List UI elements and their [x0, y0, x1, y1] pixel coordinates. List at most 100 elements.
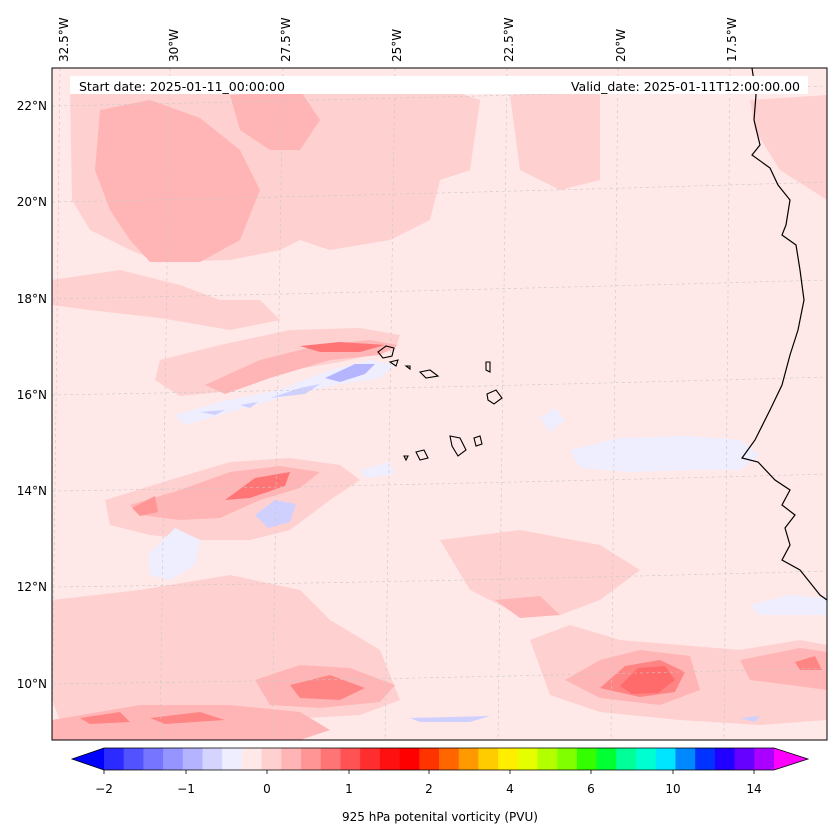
pv-contour-blue — [240, 402, 258, 408]
colorbar-bin — [714, 748, 736, 770]
pv-contour-blue — [325, 364, 375, 382]
colorbar-bin — [655, 748, 676, 770]
colorbar-bin — [222, 748, 243, 770]
latitude-label: 22°N — [17, 99, 47, 113]
pv-contour-light-pink — [750, 95, 827, 200]
colorbar-bin — [163, 748, 184, 770]
colorbar-bin — [360, 748, 381, 770]
colorbar-tick-label: 6 — [587, 782, 595, 796]
pv-contour-light-pink — [510, 90, 600, 190]
colorbar-bin — [241, 748, 263, 770]
colorbar-tick-label: −2 — [95, 782, 113, 796]
colorbar-title: 925 hPa potenital vorticity (PVU) — [342, 810, 538, 824]
colorbar-bin — [104, 748, 125, 770]
colorbar-bin — [202, 748, 223, 770]
colorbar-tick-label: −1 — [177, 782, 195, 796]
pv-contour-light-blue — [540, 408, 565, 432]
pv-contour-light-blue — [148, 528, 200, 580]
latitude-label: 20°N — [17, 195, 47, 209]
colorbar-bin — [458, 748, 479, 770]
colorbar-tick-label: 0 — [263, 782, 271, 796]
colorbar-ticks: −2 −1 0 1 2 4 6 10 14 — [95, 782, 761, 796]
pv-contour-light-pink — [440, 530, 640, 615]
colorbar-bin — [695, 748, 716, 770]
colorbar-bin — [557, 748, 578, 770]
colorbar-bin — [616, 748, 637, 770]
colorbar-bin — [576, 748, 598, 770]
map-frame — [51, 67, 828, 741]
pv-contour-light-pink — [52, 270, 280, 330]
colorbar-bin — [340, 748, 361, 770]
latitude-label: 12°N — [17, 580, 47, 594]
colorbar-bin — [439, 748, 460, 770]
pv-contour-pink — [95, 100, 260, 262]
latitude-label: 16°N — [17, 388, 47, 402]
valid-date-label: Valid_date: 2025-01-11T12:00:00.00 — [571, 79, 800, 94]
colorbar-extend-min — [72, 748, 104, 770]
colorbar-bin — [320, 748, 341, 770]
pv-contour-medium-red — [150, 712, 225, 724]
pv-contour-pink — [495, 596, 560, 618]
longitude-label: 20°W — [614, 29, 628, 62]
longitude-label: 32.5°W — [57, 17, 71, 62]
colorbar-tick-label: 2 — [425, 782, 433, 796]
pv-contour-pink — [205, 340, 398, 394]
colorbar-bin — [261, 748, 282, 770]
pv-contour-red — [300, 342, 385, 352]
colorbar-bin — [301, 748, 322, 770]
colorbar-bin — [419, 748, 440, 770]
colorbar-bin — [498, 748, 519, 770]
colorbar-bin — [537, 748, 558, 770]
longitude-label: 27.5°W — [279, 17, 293, 62]
colorbar-bin — [143, 748, 164, 770]
pv-contour-medium-red — [132, 496, 158, 516]
colorbar-bin — [517, 748, 539, 770]
colorbar-extend-max — [774, 748, 808, 770]
colorbar-bin — [123, 748, 144, 770]
colorbar-tick-label: 4 — [506, 782, 514, 796]
colorbar-tick-label: 1 — [345, 782, 353, 796]
colorbar-bin — [675, 748, 696, 770]
pv-contour-red — [225, 472, 290, 500]
pv-contour-medium-red — [80, 712, 130, 724]
map-gridlines — [52, 68, 827, 740]
map-area — [52, 68, 827, 740]
pv-contour-light-blue — [750, 595, 827, 615]
africa-coastline — [740, 68, 827, 601]
longitude-label: 22.5°W — [502, 17, 516, 62]
pv-contour-blue — [740, 716, 760, 722]
colorbar-bin — [182, 748, 204, 770]
colorbar-tick-label: 10 — [665, 782, 680, 796]
pv-contour-light-blue — [360, 462, 395, 478]
colorbar-bin — [754, 748, 775, 770]
colorbar-bin — [478, 748, 499, 770]
pv-contour-pink — [740, 648, 827, 690]
latitude-labels: 22°N 20°N 18°N 16°N 14°N 12°N 10°N — [17, 99, 47, 691]
pv-contour-medium-red — [290, 675, 365, 700]
pv-contour-medium-red — [795, 656, 822, 670]
colorbar-bin — [734, 748, 755, 770]
latitude-label: 18°N — [17, 292, 47, 306]
longitude-label: 30°W — [167, 29, 181, 62]
latitude-label: 10°N — [17, 677, 47, 691]
colorbar-bin — [379, 748, 401, 770]
colorbar — [70, 747, 810, 774]
pv-contour-blue — [410, 716, 490, 722]
colorbar-bin — [596, 748, 617, 770]
longitude-label: 25°W — [390, 29, 404, 62]
colorbar-tick-label: 14 — [746, 782, 761, 796]
colorbar-bin — [636, 748, 657, 770]
header-banner — [70, 76, 808, 94]
pv-contour-pink — [230, 90, 320, 150]
pv-contour-blue — [270, 384, 320, 398]
colorbar-bin — [399, 748, 420, 770]
latitude-label: 14°N — [17, 484, 47, 498]
start-date-label: Start date: 2025-01-11_00:00:00 — [79, 79, 285, 94]
pv-contour-light-blue — [570, 436, 760, 472]
pv-contour-blue — [200, 410, 225, 415]
cape-verde-islands — [377, 345, 503, 462]
longitude-label: 17.5°W — [725, 17, 739, 62]
colorbar-bin — [281, 748, 302, 770]
pv-contour-red — [620, 666, 675, 694]
